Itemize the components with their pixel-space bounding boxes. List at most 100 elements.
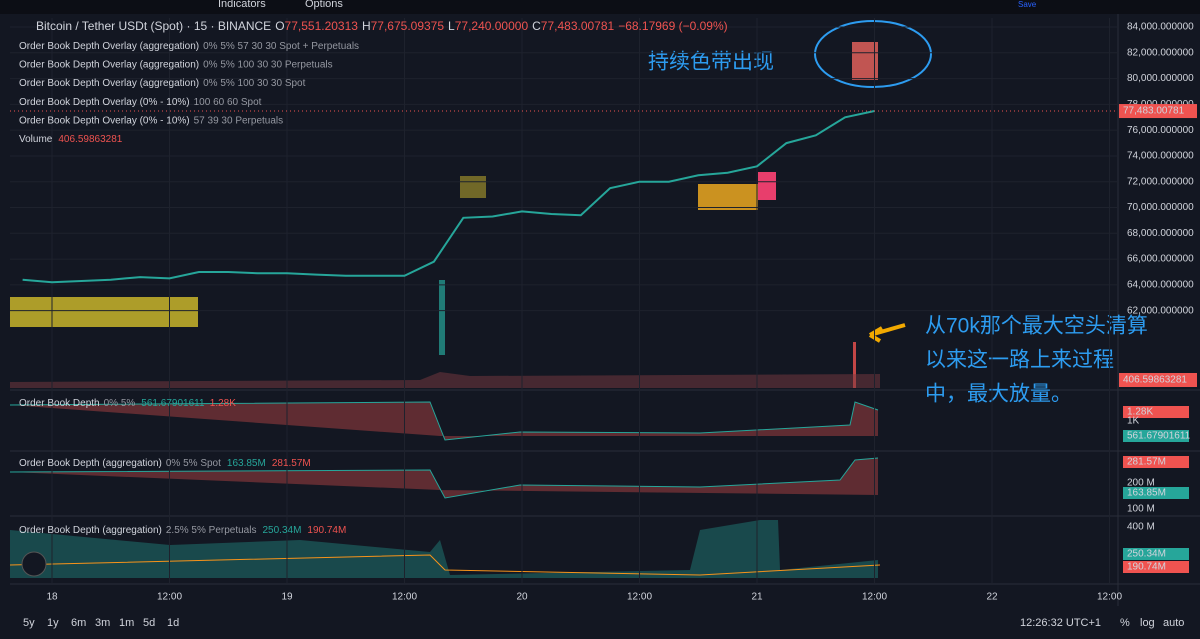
range-button[interactable]: 6m bbox=[71, 617, 86, 629]
ohlc-value: 77,483.00781 bbox=[541, 19, 615, 33]
volume-axis-label: 406.59863281 bbox=[1123, 375, 1187, 386]
order-book-band bbox=[10, 297, 198, 327]
indicator-params: 0% 5% 57 30 30 Spot + Perpetuals bbox=[203, 41, 359, 52]
pane-axis-label: 250.34M bbox=[1127, 549, 1166, 560]
ohlc-key: O bbox=[275, 19, 284, 33]
y-tick-label: 84,000.000000 bbox=[1127, 22, 1194, 33]
y-tick-label: 80,000.000000 bbox=[1127, 73, 1194, 84]
annotation: 从70k那个最大空头清算 bbox=[925, 315, 1148, 338]
toolbar-item[interactable]: Indicators bbox=[218, 0, 266, 10]
range-button[interactable]: 5d bbox=[143, 617, 155, 629]
range-button[interactable]: 5y bbox=[23, 617, 35, 629]
annotation: 中，最大放量。 bbox=[925, 383, 1072, 406]
volume-name: Volume bbox=[19, 134, 53, 145]
pane-axis-label: 400 M bbox=[1127, 522, 1155, 533]
x-tick-label: 12:00 bbox=[157, 592, 182, 603]
indicator-name: Order Book Depth Overlay (aggregation) bbox=[19, 78, 199, 89]
last-price-box bbox=[1119, 104, 1197, 119]
y-tick-label: 66,000.000000 bbox=[1127, 254, 1194, 265]
y-tick-label: 74,000.000000 bbox=[1127, 151, 1194, 162]
indicator-name: Order Book Depth Overlay (0% - 10%) bbox=[19, 115, 190, 126]
depth-line bbox=[9, 401, 879, 441]
pane-value: 163.85M bbox=[227, 458, 266, 469]
indicator-params: 0% 5% 100 30 30 Perpetuals bbox=[203, 59, 333, 70]
x-tick-label: 12:00 bbox=[627, 592, 652, 603]
clock: 12:26:32 UTC+1 bbox=[1020, 617, 1101, 629]
y-tick-label: 82,000.000000 bbox=[1127, 47, 1194, 58]
volume-label-box bbox=[1119, 373, 1197, 387]
depth-line bbox=[9, 457, 879, 499]
scale-option[interactable]: log bbox=[1140, 617, 1155, 629]
range-button[interactable]: 1y bbox=[47, 617, 59, 629]
y-tick-label: 72,000.000000 bbox=[1127, 176, 1194, 187]
depth-area bbox=[10, 520, 878, 578]
price-line bbox=[22, 110, 875, 284]
indicator-legend: Order Book Depth Overlay (0% - 10%) 100 6… bbox=[19, 96, 262, 107]
y-tick-label: 68,000.000000 bbox=[1127, 228, 1194, 239]
pane-axis-label: 100 M bbox=[1127, 504, 1155, 515]
indicator-name: Order Book Depth Overlay (aggregation) bbox=[19, 59, 199, 70]
chart-title: Bitcoin / Tether USDt (Spot) · 15 · BINA… bbox=[36, 19, 271, 33]
order-book-band bbox=[758, 172, 776, 200]
indicator-legend: Order Book Depth Overlay (0% - 10%) 57 39… bbox=[19, 115, 283, 126]
chart-header: Bitcoin / Tether USDt (Spot) · 15 · BINA… bbox=[36, 19, 728, 33]
pane-axis-label: 1.28K bbox=[1127, 407, 1153, 418]
pane-axis-label: 561.67901611 bbox=[1127, 431, 1191, 442]
indicator-name: Order Book Depth Overlay (aggregation) bbox=[19, 41, 199, 52]
indicator-legend: Order Book Depth Overlay (aggregation) 0%… bbox=[19, 41, 359, 52]
pane-axis-box bbox=[1123, 487, 1189, 499]
depth-area bbox=[10, 458, 878, 498]
ohlc-key: C bbox=[532, 19, 541, 33]
save-button[interactable]: Save bbox=[1018, 0, 1037, 9]
pane-axis-box bbox=[1123, 456, 1189, 468]
pane-value: 250.34M bbox=[262, 525, 301, 536]
x-tick-label: 18 bbox=[46, 592, 58, 603]
indicator-legend: Order Book Depth Overlay (aggregation) 0%… bbox=[19, 78, 306, 89]
order-book-band bbox=[852, 42, 878, 80]
depth-area bbox=[10, 402, 878, 440]
pane-legend: Order Book Depth (aggregation) 0% 5% Spot… bbox=[19, 458, 311, 469]
pane-value: 1.28K bbox=[210, 398, 236, 409]
indicator-legend: Order Book Depth Overlay (aggregation) 0%… bbox=[19, 59, 333, 70]
pane-params: 2.5% 5% Perpetuals bbox=[166, 525, 257, 536]
pane-axis-label: 281.57M bbox=[1127, 457, 1166, 468]
pane-value: 561.67901611 bbox=[141, 398, 205, 409]
pane-params: 0% 5% Spot bbox=[166, 458, 221, 469]
y-tick-label: 76,000.000000 bbox=[1127, 125, 1194, 136]
range-button[interactable]: 1d bbox=[167, 617, 179, 629]
pane-axis-label: 200 M bbox=[1127, 478, 1155, 489]
y-tick-label: 64,000.000000 bbox=[1127, 280, 1194, 291]
toolbar-item[interactable]: Options bbox=[305, 0, 343, 10]
ohlc-key: L bbox=[448, 19, 455, 33]
pane-axis-box bbox=[1123, 430, 1189, 442]
order-book-band bbox=[460, 176, 486, 198]
ohlc-value: 77,675.09375 bbox=[371, 19, 445, 33]
range-button[interactable]: 3m bbox=[95, 617, 110, 629]
order-book-band bbox=[698, 184, 758, 210]
logo bbox=[21, 551, 47, 577]
pane-axis-box bbox=[1123, 548, 1189, 560]
scale-option[interactable]: % bbox=[1120, 617, 1130, 629]
top-toolbar bbox=[0, 0, 1200, 14]
pane-value: 281.57M bbox=[272, 458, 311, 469]
pane-legend: Order Book Depth 0% 5% 561.67901611 1.28K bbox=[19, 398, 236, 409]
indicator-name: Order Book Depth Overlay (0% - 10%) bbox=[19, 96, 190, 107]
indicator-params: 0% 5% 100 30 30 Spot bbox=[203, 78, 306, 89]
y-tick-label: 62,000.000000 bbox=[1127, 305, 1194, 316]
pane-name: Order Book Depth (aggregation) bbox=[19, 525, 162, 536]
range-button[interactable]: 1m bbox=[119, 617, 134, 629]
annotation-circle bbox=[814, 20, 932, 88]
volume-area bbox=[10, 372, 880, 388]
volume-value: 406.59863281 bbox=[58, 134, 122, 145]
x-tick-label: 12:00 bbox=[862, 592, 887, 603]
bottom-bar bbox=[0, 608, 1200, 639]
pane-axis-label: 1K bbox=[1127, 416, 1140, 427]
price-change: −68.17969 (−0.09%) bbox=[618, 19, 727, 33]
y-tick-label: 70,000.000000 bbox=[1127, 202, 1194, 213]
pane-axis-label: 163.85M bbox=[1127, 488, 1166, 499]
volume-spike bbox=[439, 280, 445, 355]
depth-line bbox=[9, 554, 881, 576]
scale-option[interactable]: auto bbox=[1163, 617, 1184, 629]
x-tick-label: 21 bbox=[751, 592, 763, 603]
